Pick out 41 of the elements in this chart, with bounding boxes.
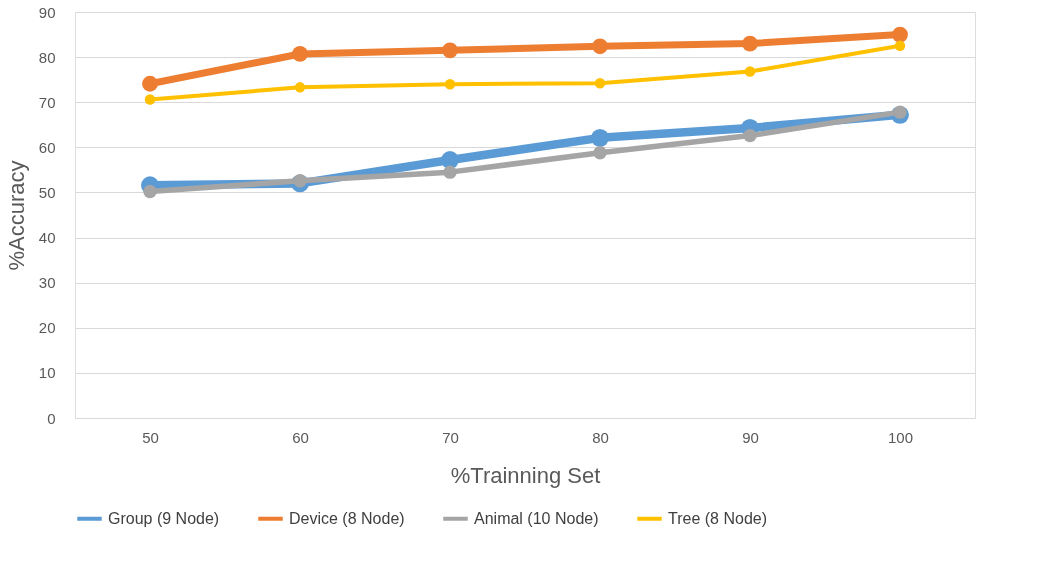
point: [744, 66, 756, 77]
point: [591, 128, 609, 147]
point: [894, 40, 906, 52]
y-tick-label: 50: [38, 183, 56, 201]
y-tick-label: 80: [38, 48, 56, 66]
point: [592, 38, 608, 55]
y-tick-label: 40: [38, 229, 56, 247]
x-tick-label: 100: [887, 428, 914, 446]
y-tick-label: 10: [38, 364, 56, 382]
point: [142, 75, 158, 92]
y-tick-label: 20: [38, 319, 56, 337]
point: [441, 151, 459, 169]
y-tick-label: 0: [47, 409, 56, 427]
point: [444, 78, 456, 90]
y-tick-label: 60: [38, 138, 56, 156]
point: [893, 105, 907, 119]
y-tick-label: 90: [38, 3, 56, 21]
x-tick-label: 90: [742, 428, 759, 446]
point: [143, 184, 157, 199]
point: [442, 42, 458, 59]
y-axis-title: %Accuracy: [3, 160, 29, 271]
point: [892, 26, 908, 43]
point: [294, 82, 306, 93]
x-tick-label: 60: [292, 428, 309, 446]
legend-label: Device (8 Node): [289, 509, 405, 527]
x-tick-label: 70: [442, 428, 459, 446]
point: [742, 35, 758, 52]
y-tick-label: 70: [38, 93, 56, 111]
legend-label: Tree (8 Node): [668, 509, 767, 527]
point: [292, 46, 308, 62]
point: [594, 78, 606, 89]
point: [443, 165, 457, 179]
x-tick-label: 80: [592, 428, 609, 446]
point: [743, 128, 757, 143]
point: [593, 146, 607, 160]
point: [144, 94, 156, 105]
y-tick-label: 30: [38, 274, 56, 292]
x-tick-label: 50: [142, 428, 159, 446]
legend-label: Group (9 Node): [108, 509, 220, 527]
legend-label: Animal (10 Node): [474, 509, 599, 527]
x-axis-title: %Trainning Set: [450, 462, 601, 488]
